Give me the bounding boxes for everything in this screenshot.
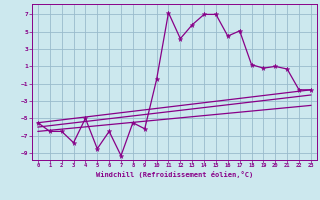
X-axis label: Windchill (Refroidissement éolien,°C): Windchill (Refroidissement éolien,°C): [96, 171, 253, 178]
